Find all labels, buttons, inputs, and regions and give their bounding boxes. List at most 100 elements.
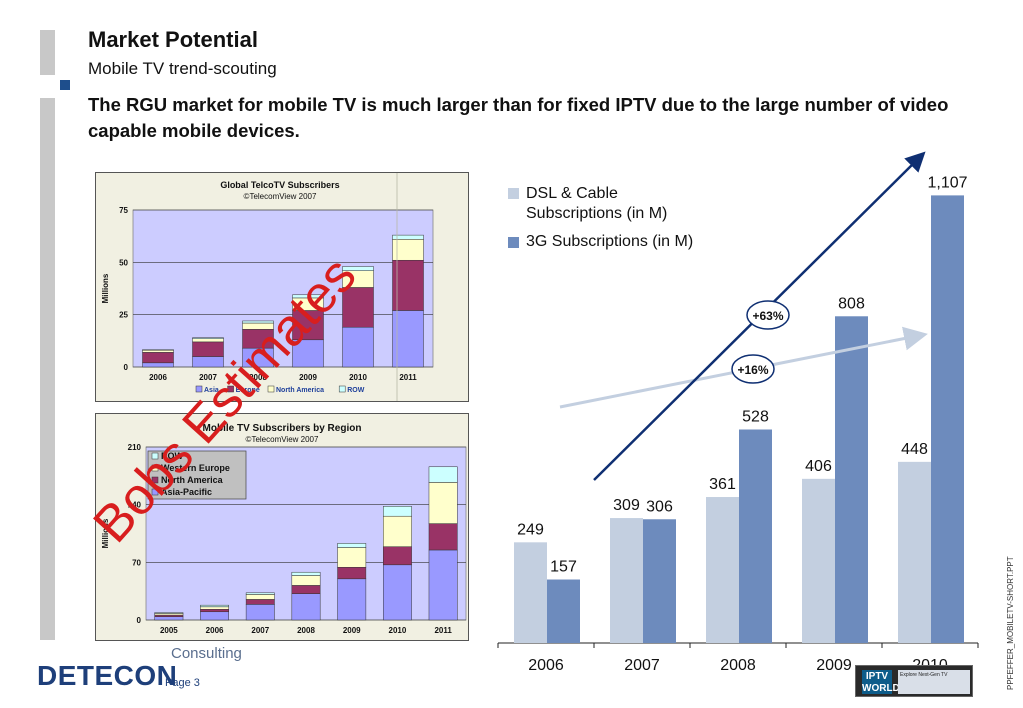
bar-dsl — [706, 497, 739, 643]
stack-segment — [428, 523, 458, 551]
y-tick-label: 210 — [128, 443, 142, 452]
legend-dsl: DSL & Cable Subscriptions (in M) — [508, 184, 728, 224]
bar-3g — [547, 579, 580, 643]
stack-segment — [383, 564, 412, 621]
y-tick-label: 0 — [124, 363, 129, 372]
stack-segment — [337, 547, 367, 568]
iptv-badge-text: Explore Next-Gen TV — [898, 670, 970, 694]
x-tick-label: 2009 — [299, 373, 317, 382]
stack-segment — [292, 339, 324, 368]
accent-square — [60, 80, 70, 90]
y-axis-label: Millions — [101, 273, 110, 303]
legend-3g: 3G Subscriptions (in M) — [508, 233, 738, 251]
x-tick-label: 2011 — [434, 626, 452, 635]
mobiletv-region-chart: Mobile TV Subscribers by Region©TelecomV… — [101, 423, 467, 635]
x-tick-label: 2011 — [399, 373, 417, 382]
stack-segment — [342, 326, 374, 368]
bar-dsl — [802, 478, 835, 643]
logo-consulting: Consulting — [171, 645, 242, 662]
stack-segment — [292, 294, 324, 299]
data-label-3g: 528 — [742, 409, 769, 426]
stack-segment — [292, 310, 324, 341]
stack-segment — [142, 362, 174, 368]
mobiletv-region-chart-panel: Mobile TV Subscribers by Region ©TelecomV… — [95, 413, 469, 641]
data-label-dsl: 309 — [613, 497, 640, 514]
legend-label: North America — [161, 475, 224, 485]
file-label: PPFEFFER_MOBILETV-SHORT.PPT — [1006, 556, 1015, 690]
stack-segment — [342, 266, 374, 271]
iptv-logo: IPTV WORLD — [862, 670, 900, 694]
stack-segment — [337, 567, 367, 580]
bar-3g — [835, 316, 868, 643]
x-tick-label: 2010 — [349, 373, 367, 382]
stack-segment — [392, 259, 424, 311]
bar-3g — [931, 195, 964, 643]
data-label-dsl: 361 — [709, 476, 736, 493]
legend-label: Asia — [204, 387, 219, 394]
growth-badge-dsl — [731, 354, 775, 384]
legend-swatch — [151, 488, 159, 496]
bar-3g — [643, 519, 676, 643]
y-tick-label: 25 — [119, 311, 128, 320]
stack-segment — [342, 287, 374, 328]
iptv-world-badge: IPTV WORLD Explore Next-Gen TV — [855, 665, 973, 697]
legend-swatch — [227, 385, 234, 393]
stack-segment — [428, 466, 458, 483]
x-tick-label: 2008 — [720, 657, 756, 674]
bar-3g — [739, 429, 772, 643]
bar-dsl — [610, 518, 643, 643]
stack-segment — [142, 350, 174, 353]
stack-segment — [291, 585, 321, 594]
stack-segment — [291, 575, 321, 586]
legend-swatch — [338, 385, 346, 393]
x-tick-label: 2008 — [249, 373, 267, 382]
y-axis-label: Millions — [101, 518, 110, 548]
stack-segment — [200, 609, 229, 613]
page-title: Market Potential — [88, 27, 258, 52]
stack-segment — [142, 349, 174, 351]
stack-segment — [154, 612, 184, 614]
x-tick-label: 2007 — [624, 657, 660, 674]
legend-swatch — [151, 452, 159, 460]
stack-segment — [337, 578, 367, 621]
legend-label: Europe — [236, 387, 260, 394]
thumb-subtitle: ©TelecomView 2007 — [244, 192, 317, 201]
thumb-title: Mobile TV Subscribers by Region — [203, 423, 362, 434]
bar-dsl — [514, 542, 547, 643]
legend-label: North America — [276, 387, 324, 394]
legend-label: Western Europe — [161, 463, 230, 473]
stack-segment — [192, 341, 224, 357]
stack-segment — [245, 604, 275, 621]
x-tick-label: 2007 — [251, 626, 269, 635]
bar-dsl — [898, 461, 931, 643]
stack-segment — [383, 506, 412, 517]
x-tick-label: 2010 — [389, 626, 407, 635]
y-tick-label: 140 — [128, 501, 142, 510]
thumb-title: Global TelcoTV Subscribers — [220, 180, 339, 190]
stack-segment — [428, 482, 458, 524]
legend-label: ROW — [161, 451, 184, 461]
legend-dsl-swatch — [508, 188, 519, 199]
stack-segment — [242, 320, 274, 324]
y-tick-label: 70 — [132, 558, 141, 567]
x-tick-label: 2008 — [297, 626, 315, 635]
legend-label: ROW — [347, 387, 365, 394]
legend-swatch — [151, 464, 159, 472]
growth-label-dsl: +16% — [737, 363, 768, 377]
y-tick-label: 75 — [119, 206, 128, 215]
x-tick-label: 2006 — [528, 657, 564, 674]
stack-segment — [192, 338, 224, 343]
data-label-dsl: 249 — [517, 521, 544, 538]
x-tick-label: 2009 — [816, 657, 852, 674]
legend-dsl-label: DSL & Cable Subscriptions (in M) — [526, 185, 668, 222]
x-tick-label: 2005 — [160, 626, 178, 635]
growth-badge-3g — [746, 300, 790, 330]
stack-segment — [245, 599, 275, 605]
stack-segment — [383, 546, 412, 566]
stack-segment — [192, 337, 224, 339]
stack-segment — [392, 234, 424, 240]
stack-segment — [200, 604, 229, 608]
logo-detecon: DETECON — [37, 660, 178, 691]
data-label-dsl: 448 — [901, 441, 928, 458]
left-bar-top — [40, 30, 55, 75]
